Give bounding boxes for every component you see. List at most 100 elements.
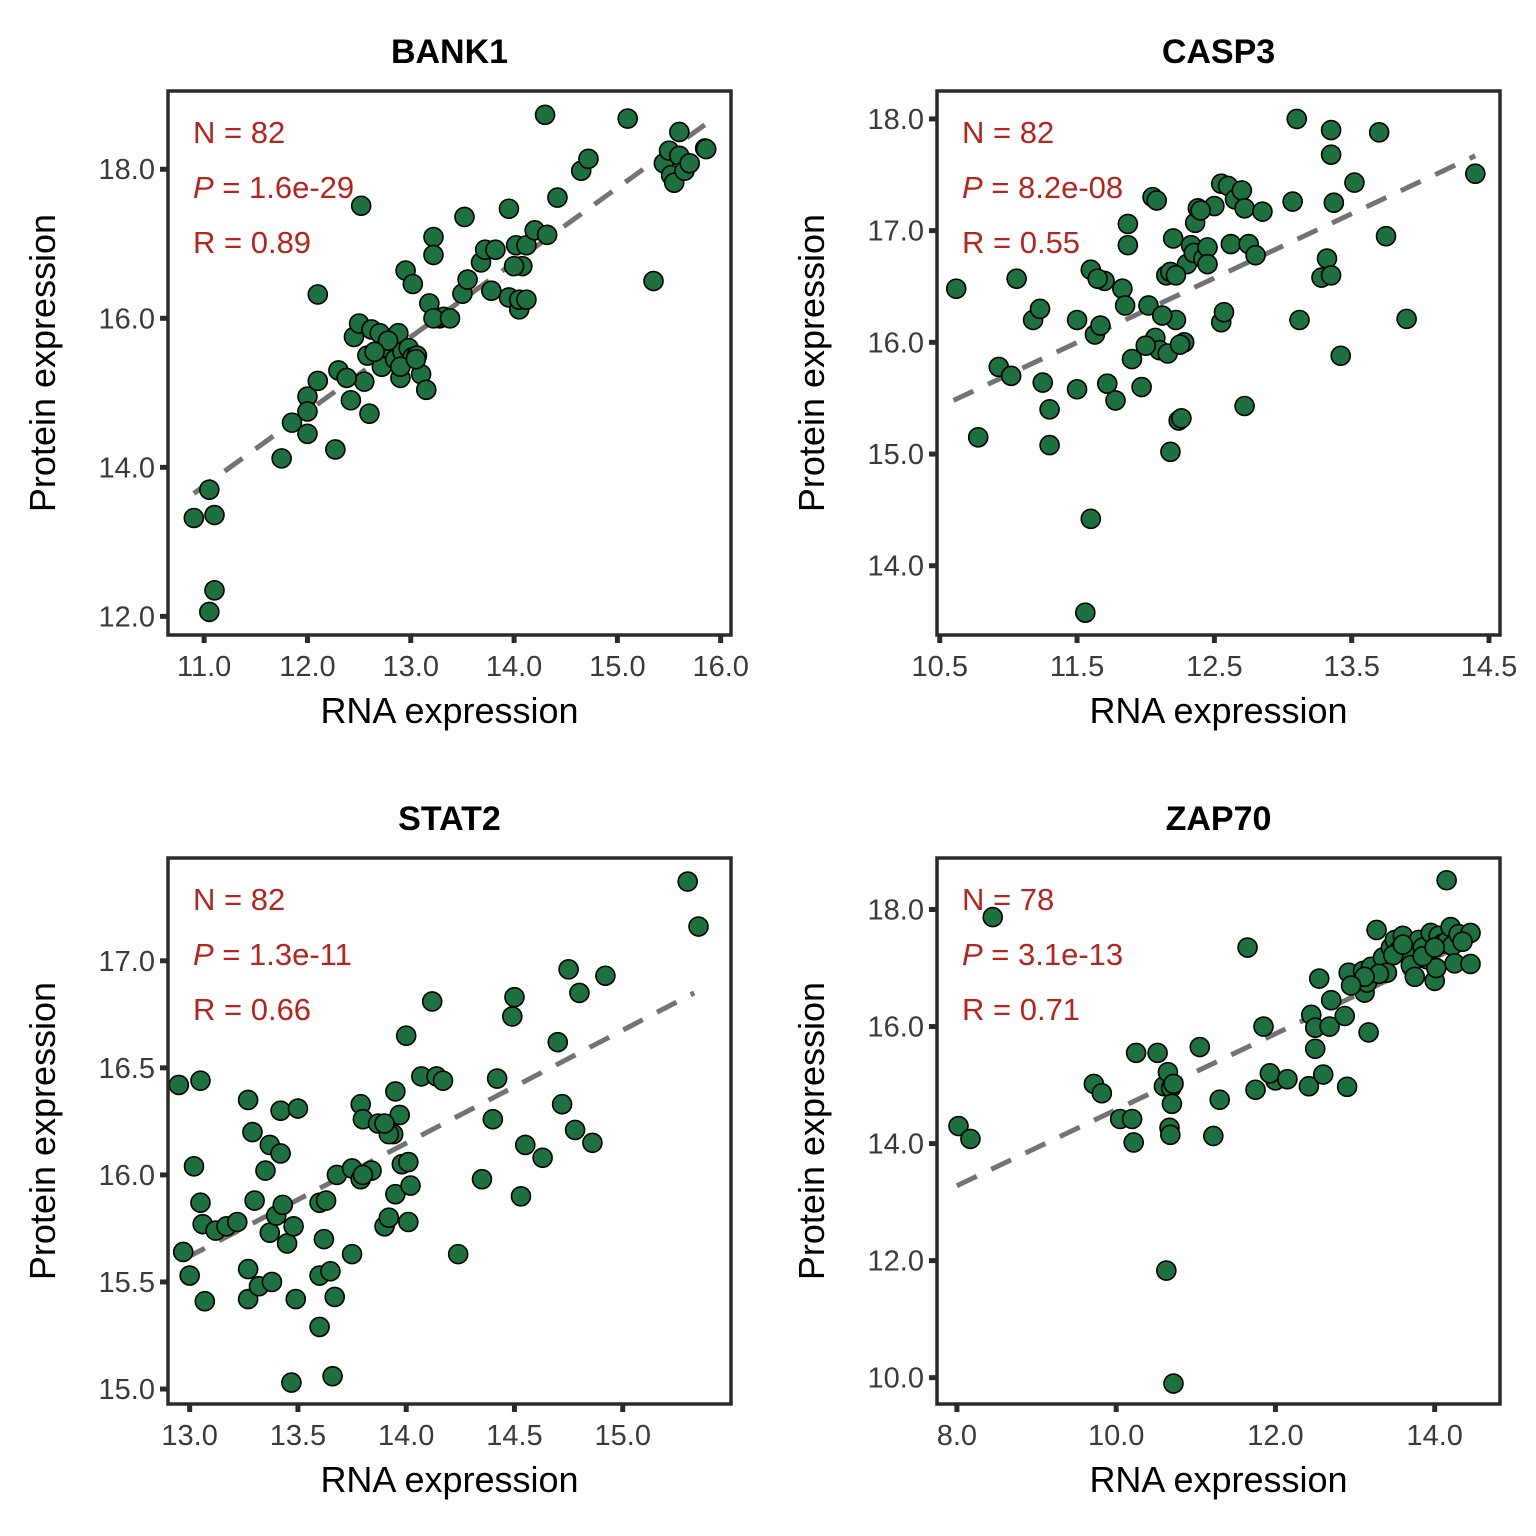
data-point [324,1286,346,1308]
data-point [1220,233,1242,255]
data-point [1340,975,1362,996]
stat-p: P = 1.3e-11 [193,937,352,972]
data-point [1304,1038,1326,1060]
y-tick-label: 15.5 [99,1267,155,1299]
data-point [297,401,318,422]
points [945,108,1486,623]
x-tick-label: 14.0 [378,1420,434,1452]
data-point [1000,365,1022,387]
data-point [183,507,205,529]
data-point [1105,390,1126,411]
data-point [1404,966,1426,988]
y-tick-label: 16.0 [868,1012,924,1044]
data-point [643,270,664,292]
data-point [1308,968,1330,989]
data-point [336,367,358,389]
data-point [309,1316,330,1338]
data-point [1436,869,1457,891]
data-point [1096,373,1118,394]
data-point [1320,144,1342,165]
y-tick-label: 12.0 [868,1246,924,1278]
data-point [307,284,329,305]
data-point [400,1175,421,1196]
data-point [1319,1016,1340,1037]
data-point [688,916,709,937]
data-point [532,1147,553,1169]
data-point [481,280,502,302]
stat-p-symbol: P [193,937,214,972]
data-point [1163,1373,1184,1394]
data-point [1087,268,1108,289]
x-axis-label: RNA expression [1089,1459,1347,1500]
data-point [285,1288,307,1310]
x-tick-label: 15.0 [589,651,645,683]
data-point [679,152,700,174]
data-point [1039,399,1060,420]
y-tick-label: 14.0 [868,551,924,583]
points [948,869,1481,1394]
data-point [1146,190,1168,211]
data-point [485,239,506,261]
data-point [1245,244,1266,266]
data-point [454,206,475,228]
points [168,871,709,1393]
data-point [194,1290,216,1312]
data-point [1253,1016,1274,1037]
y-tick-label: 16.0 [99,303,155,335]
data-point [281,412,303,433]
y-tick-label: 18.0 [868,894,924,926]
data-point [287,1098,309,1119]
data-point [1080,508,1102,530]
data-point [423,244,444,266]
y-axis-label: Protein expression [791,214,832,512]
data-point [1162,228,1184,249]
data-point [1277,1068,1298,1090]
data-point [447,1243,469,1265]
data-point [377,330,399,351]
data-point [242,1121,263,1143]
data-point [595,965,616,987]
data-point [948,1115,969,1137]
stat-p-value: = 8.2e-08 [983,170,1123,205]
data-point [1213,301,1235,323]
data-point [1029,298,1051,320]
data-point [1125,1042,1147,1064]
data-point [276,1233,298,1254]
stat-n: N = 82 [962,115,1054,150]
data-point [1131,376,1152,398]
data-point [669,121,690,143]
data-point [398,1211,419,1233]
data-point [1006,268,1027,289]
data-point [1336,1076,1358,1098]
data-point [547,187,568,208]
data-point [395,1025,417,1047]
data-point [402,273,424,295]
stat-p: P = 1.6e-29 [193,170,354,205]
data-point [516,289,537,310]
data-point [536,224,558,246]
data-point [1135,335,1157,356]
panel-border [935,89,1502,637]
data-point [547,1031,569,1053]
stat-p: P = 8.2e-08 [962,170,1123,205]
data-point [1252,201,1273,222]
data-point [1259,1063,1281,1084]
data-point [1156,1260,1177,1281]
data-point [1163,1073,1184,1095]
data-point [1286,108,1308,130]
x-tick-label: 10.0 [1088,1420,1144,1452]
data-point [1075,602,1096,623]
stat-n: N = 78 [962,882,1054,917]
data-point [199,601,220,623]
data-point [325,439,346,460]
data-point [1032,372,1054,393]
trend-line [955,936,1476,1188]
data-point [1161,1093,1183,1115]
stat-p-symbol: P [962,937,983,972]
data-point [315,1190,337,1211]
data-point [204,504,225,526]
data-point [1165,265,1187,286]
data-point [320,1260,341,1282]
stat-p-value: = 3.1e-13 [983,937,1123,972]
data-point [1245,1079,1266,1101]
